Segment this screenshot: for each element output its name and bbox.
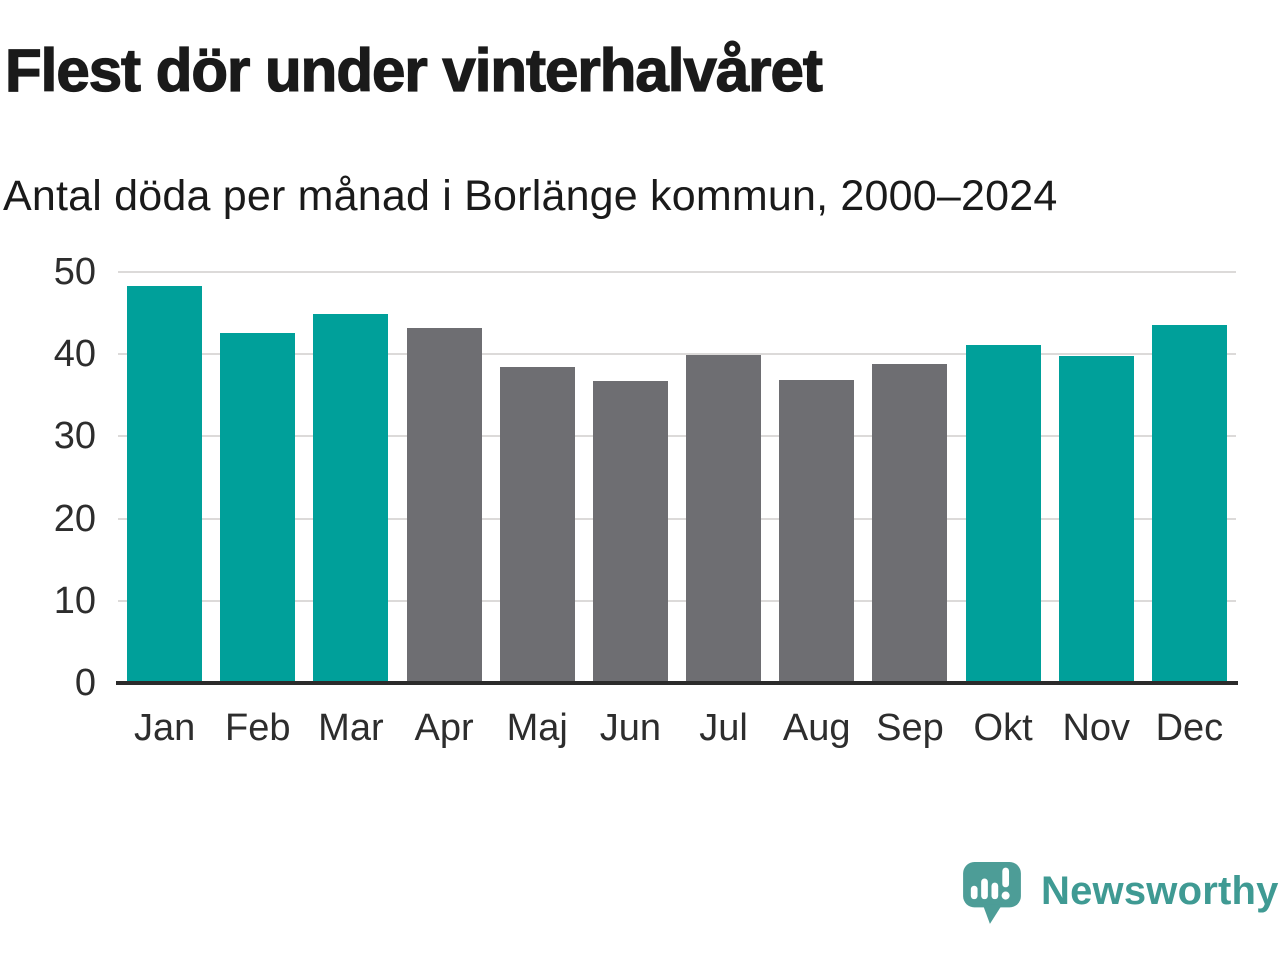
y-axis-label-20: 20 (53, 497, 96, 540)
x-axis-label-dec: Dec (1155, 707, 1224, 749)
gridline-30 (118, 435, 1236, 438)
bar-jun (592, 381, 668, 683)
gridline-20 (118, 517, 1236, 520)
newsworthy-logo: Newsworthy (963, 862, 1279, 932)
y-axis-label-50: 50 (53, 251, 96, 293)
bar-aug (779, 380, 855, 683)
bar-jul (686, 355, 762, 683)
x-axis-label-feb: Feb (224, 707, 291, 749)
chart-subtitle: Antal döda per månad i Borlänge kommun, … (3, 172, 1058, 220)
x-axis-label-sep: Sep (876, 707, 944, 749)
y-axis-label-0: 0 (74, 662, 96, 704)
x-axis-label-maj: Maj (506, 707, 568, 749)
gridline-50 (118, 271, 1236, 273)
bar-feb (220, 333, 296, 683)
bar-nov (1058, 356, 1134, 683)
x-axis-label-jun: Jun (599, 707, 662, 749)
bar-jan (127, 286, 203, 683)
x-axis-label-mar: Mar (318, 707, 384, 749)
y-axis-label-30: 30 (53, 415, 96, 458)
x-axis-label-jul: Jul (699, 707, 748, 749)
gridline-40 (118, 353, 1236, 356)
gridline-10 (118, 599, 1236, 602)
bar-maj (499, 367, 575, 683)
y-axis-label-40: 40 (53, 333, 96, 376)
chart-title: Flest dör under vinterhalvåret (4, 37, 823, 104)
x-axis-line (116, 681, 1238, 685)
newsworthy-logo-text: Newsworthy (1041, 869, 1279, 913)
bar-okt (965, 345, 1041, 683)
x-axis-label-nov: Nov (1062, 707, 1131, 749)
x-axis-label-apr: Apr (414, 707, 474, 749)
y-axis-label-10: 10 (53, 579, 96, 622)
x-axis-label-okt: Okt (973, 707, 1033, 749)
bar-dec (1151, 325, 1227, 683)
bar-sep (872, 364, 948, 683)
bar-mar (313, 314, 389, 683)
newsworthy-bubble-chart-icon (963, 862, 1021, 924)
x-axis-label-aug: Aug (782, 707, 851, 749)
bar-chart: 0 10 20 30 40 50 Jan Feb Mar Apr Maj Jun Jul Aug Sep Ok… (0, 250, 1280, 770)
bar-apr (406, 328, 482, 683)
x-axis-label-jan: Jan (133, 707, 196, 749)
